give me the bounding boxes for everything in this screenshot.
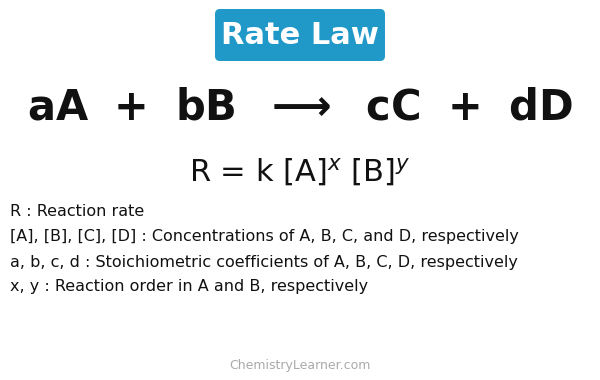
- Text: R = k [A]$^x$ [B]$^y$: R = k [A]$^x$ [B]$^y$: [189, 156, 411, 188]
- Text: [A], [B], [C], [D] : Concentrations of A, B, C, and D, respectively: [A], [B], [C], [D] : Concentrations of A…: [10, 230, 519, 244]
- Text: $\mathbf{aA}$  $\mathbf{+}$  $\mathbf{bB}$  $\mathbf{\longrightarrow}$  $\mathbf: $\mathbf{aA}$ $\mathbf{+}$ $\mathbf{bB}$…: [27, 87, 573, 129]
- Text: x, y : Reaction order in A and B, respectively: x, y : Reaction order in A and B, respec…: [10, 280, 368, 294]
- Text: a, b, c, d : Stoichiometric coefficients of A, B, C, D, respectively: a, b, c, d : Stoichiometric coefficients…: [10, 255, 518, 269]
- Text: ChemistryLearner.com: ChemistryLearner.com: [229, 359, 371, 372]
- Text: Rate Law: Rate Law: [221, 21, 379, 49]
- FancyBboxPatch shape: [215, 9, 385, 61]
- Text: R : Reaction rate: R : Reaction rate: [10, 204, 144, 220]
